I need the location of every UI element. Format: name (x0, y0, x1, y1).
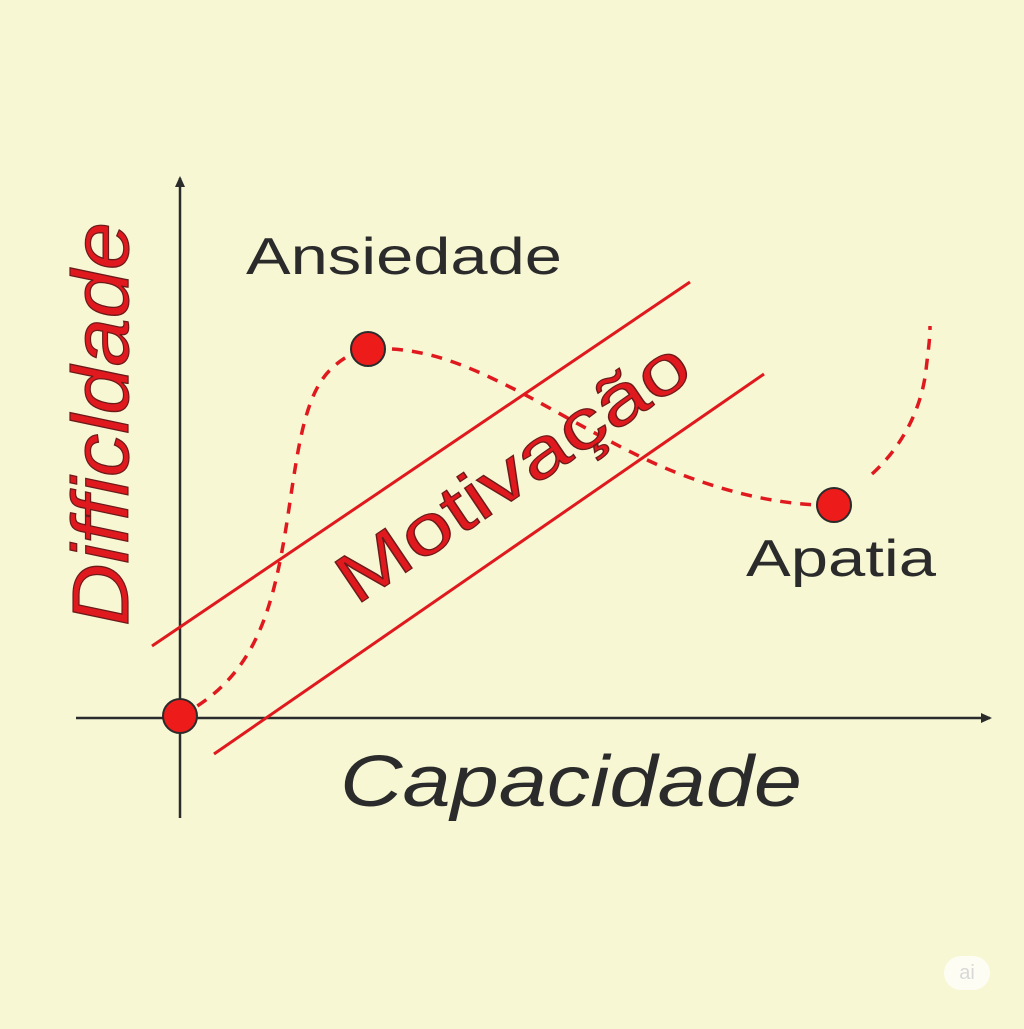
dashed-curve-middle (391, 347, 827, 507)
origin-point (162, 698, 198, 734)
ansiedade-point (350, 331, 386, 367)
apatia-label: Apatia (746, 530, 936, 588)
dashed-curve-right (870, 325, 932, 476)
channel-lower-line (213, 372, 765, 756)
y-axis-label: Difficldade (56, 222, 145, 626)
ansiedade-label: Ansiedade (246, 228, 562, 286)
channel-upper-line (151, 280, 691, 648)
zone-label: Motivação (321, 325, 705, 619)
dashed-curve-left (179, 347, 369, 718)
apatia-point (816, 487, 852, 523)
x-axis-label: Capacidade (340, 742, 802, 822)
watermark-badge: ai (944, 956, 990, 990)
